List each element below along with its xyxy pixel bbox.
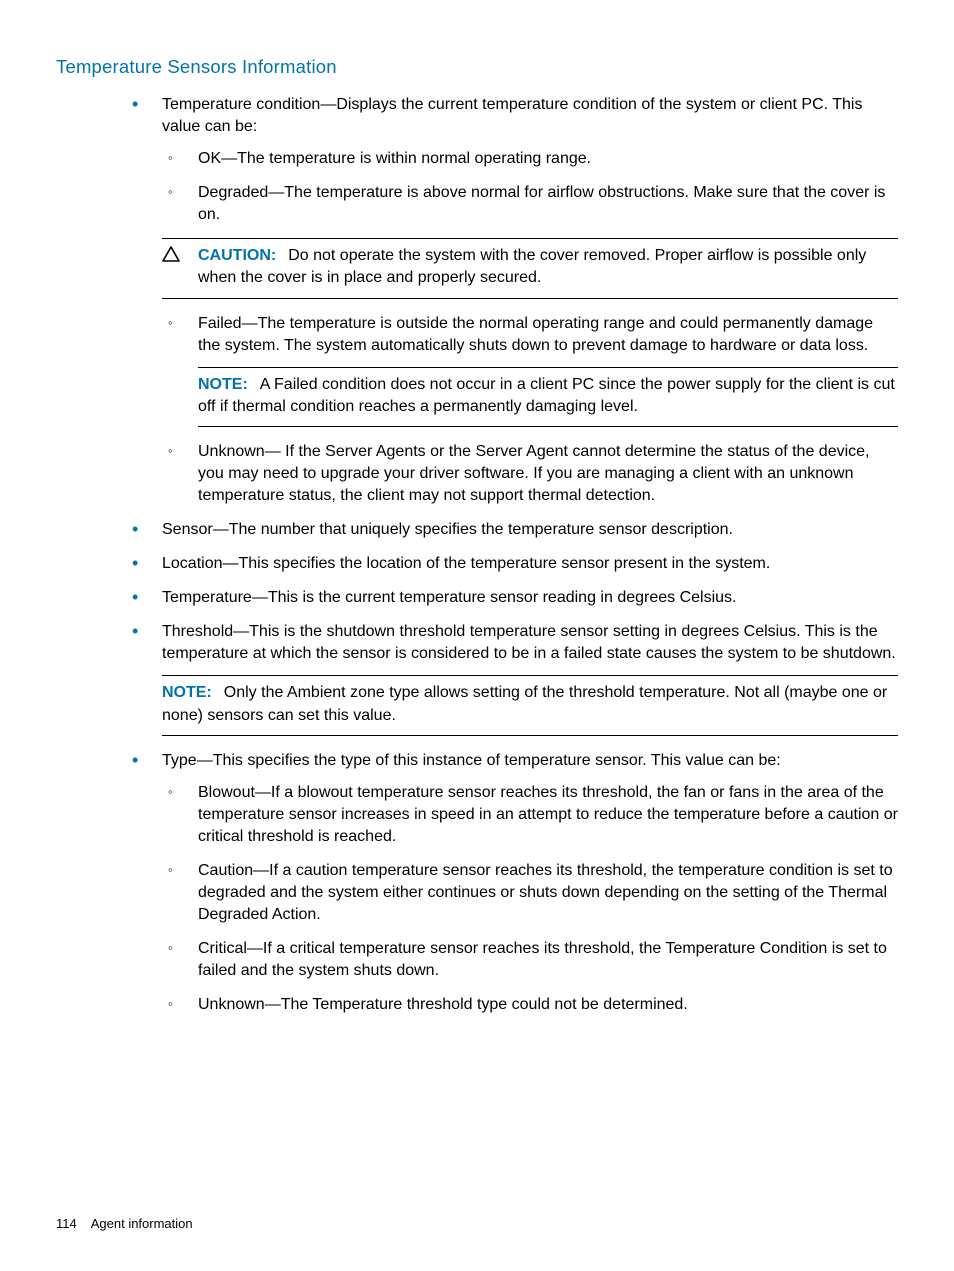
item-type-critical: Critical—If a critical temperature senso… [162, 938, 898, 982]
footer-section: Agent information [91, 1216, 193, 1231]
item-temperature: Temperature—This is the current temperat… [126, 587, 898, 609]
main-list: Temperature condition—Displays the curre… [126, 94, 898, 1016]
page-number: 114 [56, 1216, 77, 1231]
item-unknown: Unknown— If the Server Agents or the Ser… [162, 441, 898, 507]
caution-label: CAUTION: [198, 247, 276, 264]
item-threshold: Threshold—This is the shutdown threshold… [126, 621, 898, 735]
item-text: Temperature condition—Displays the curre… [162, 96, 862, 135]
item-type-blowout: Blowout—If a blowout temperature sensor … [162, 782, 898, 848]
caution-callout: CAUTION:Do not operate the system with t… [162, 238, 898, 298]
item-text: Type—This specifies the type of this ins… [162, 752, 781, 769]
item-text: Threshold—This is the shutdown threshold… [162, 623, 896, 662]
section-heading: Temperature Sensors Information [56, 56, 898, 78]
note-text: Only the Ambient zone type allows settin… [162, 684, 887, 723]
item-ok: OK—The temperature is within normal oper… [162, 148, 898, 170]
item-location: Location—This specifies the location of … [126, 553, 898, 575]
caution-text: Do not operate the system with the cover… [198, 247, 866, 286]
item-temp-condition: Temperature condition—Displays the curre… [126, 94, 898, 507]
sub-list-conditions: OK—The temperature is within normal oper… [162, 148, 898, 226]
item-failed: Failed—The temperature is outside the no… [162, 313, 898, 427]
note-callout-2: NOTE:Only the Ambient zone type allows s… [162, 675, 898, 735]
page-footer: 114 Agent information [56, 1216, 193, 1231]
sub-list-types: Blowout—If a blowout temperature sensor … [162, 782, 898, 1017]
document-page: Temperature Sensors Information Temperat… [0, 0, 954, 1271]
sub-list-conditions-2: Failed—The temperature is outside the no… [162, 313, 898, 508]
item-type: Type—This specifies the type of this ins… [126, 750, 898, 1017]
note-callout-1: NOTE:A Failed condition does not occur i… [198, 367, 898, 427]
note-label: NOTE: [162, 684, 212, 701]
item-sensor: Sensor—The number that uniquely specifie… [126, 519, 898, 541]
note-label: NOTE: [198, 376, 248, 393]
caution-body: CAUTION:Do not operate the system with t… [198, 245, 898, 289]
item-text: Failed—The temperature is outside the no… [198, 315, 873, 354]
caution-row: CAUTION:Do not operate the system with t… [162, 245, 898, 289]
caution-icon [162, 245, 198, 262]
item-type-unknown: Unknown—The Temperature threshold type c… [162, 994, 898, 1016]
item-type-caution: Caution—If a caution temperature sensor … [162, 860, 898, 926]
note-text: A Failed condition does not occur in a c… [198, 376, 895, 415]
item-degraded: Degraded—The temperature is above normal… [162, 182, 898, 226]
